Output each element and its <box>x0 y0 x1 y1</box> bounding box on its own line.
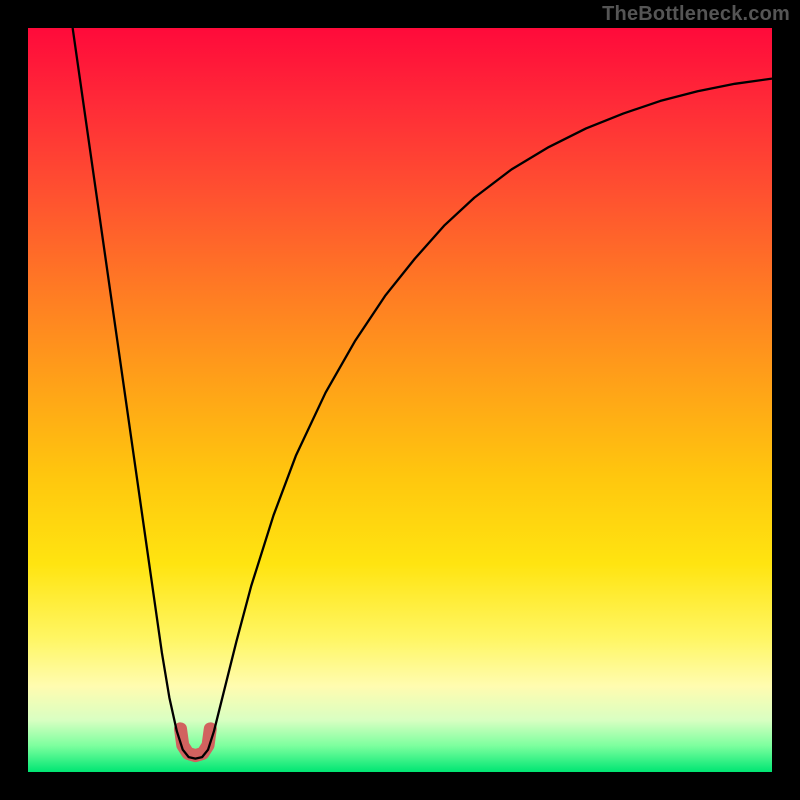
curve-layer <box>28 28 772 772</box>
plot-area <box>28 28 772 772</box>
chart-frame: TheBottleneck.com <box>0 0 800 800</box>
main-curve <box>73 28 772 759</box>
watermark-text: TheBottleneck.com <box>602 3 790 26</box>
